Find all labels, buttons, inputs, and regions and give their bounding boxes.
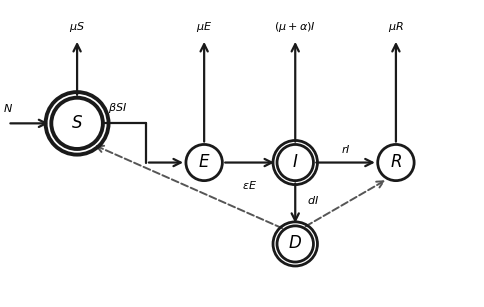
Text: $N$: $N$ bbox=[3, 102, 13, 114]
Text: $\varepsilon E$: $\varepsilon E$ bbox=[242, 179, 257, 191]
Ellipse shape bbox=[377, 145, 413, 181]
Text: $D$: $D$ bbox=[287, 235, 302, 252]
Ellipse shape bbox=[185, 145, 222, 181]
Text: $\mu S$: $\mu S$ bbox=[69, 20, 85, 34]
Text: $R$: $R$ bbox=[389, 154, 401, 171]
Text: $\mu R$: $\mu R$ bbox=[387, 20, 403, 34]
Text: $I$: $I$ bbox=[291, 154, 298, 171]
Text: $\mu E$: $\mu E$ bbox=[196, 20, 212, 34]
Text: $dI$: $dI$ bbox=[306, 194, 318, 206]
Ellipse shape bbox=[276, 145, 313, 181]
Ellipse shape bbox=[51, 98, 103, 149]
Text: $rI$: $rI$ bbox=[340, 143, 349, 155]
Text: $(\mu+\alpha)I$: $(\mu+\alpha)I$ bbox=[274, 20, 316, 34]
Text: $S$: $S$ bbox=[71, 115, 83, 132]
Text: $\beta SI$: $\beta SI$ bbox=[107, 101, 127, 115]
Ellipse shape bbox=[276, 226, 313, 262]
Text: $E$: $E$ bbox=[197, 154, 210, 171]
